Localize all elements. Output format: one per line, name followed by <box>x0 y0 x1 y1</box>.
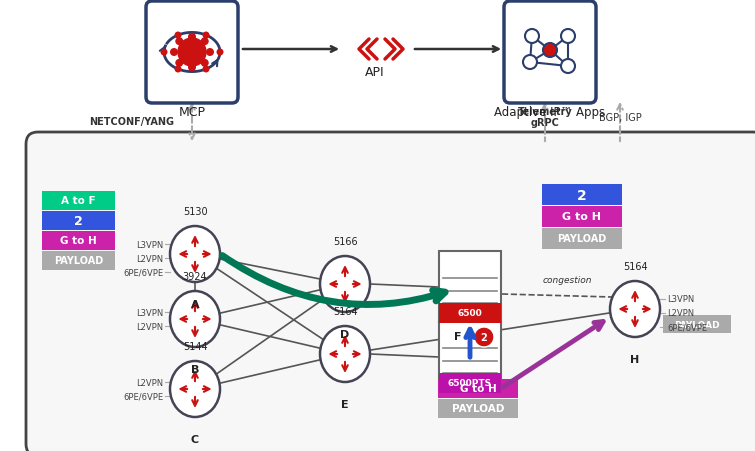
FancyBboxPatch shape <box>439 303 501 323</box>
Text: A: A <box>191 299 199 309</box>
Text: Telemetry
gRPC: Telemetry gRPC <box>518 106 572 128</box>
Text: A to F: A to F <box>61 196 96 206</box>
Text: 6500: 6500 <box>458 309 482 318</box>
Circle shape <box>525 30 539 44</box>
FancyBboxPatch shape <box>438 399 518 418</box>
Text: B: B <box>191 364 199 374</box>
Text: L2VPN: L2VPN <box>136 322 163 331</box>
Ellipse shape <box>610 281 660 337</box>
Text: PAYLOAD: PAYLOAD <box>674 320 720 329</box>
Circle shape <box>561 60 575 74</box>
Text: L2VPN: L2VPN <box>136 377 163 387</box>
FancyBboxPatch shape <box>663 315 731 333</box>
Text: F: F <box>455 331 462 341</box>
FancyBboxPatch shape <box>439 321 501 393</box>
Circle shape <box>474 327 494 347</box>
Text: API: API <box>365 66 385 79</box>
FancyBboxPatch shape <box>38 145 753 444</box>
FancyBboxPatch shape <box>42 252 115 271</box>
Circle shape <box>543 44 557 58</box>
Text: D: D <box>341 329 350 339</box>
Circle shape <box>175 60 183 68</box>
Circle shape <box>188 34 196 41</box>
FancyBboxPatch shape <box>42 231 115 250</box>
Text: E: E <box>341 399 349 409</box>
Circle shape <box>561 30 575 44</box>
Text: PAYLOAD: PAYLOAD <box>451 404 504 414</box>
Text: 5144: 5144 <box>183 341 208 351</box>
Text: 6500PTS: 6500PTS <box>448 378 492 387</box>
FancyBboxPatch shape <box>146 2 238 104</box>
Text: BGP, IGP: BGP, IGP <box>599 112 642 122</box>
Ellipse shape <box>170 361 220 417</box>
Text: 5130: 5130 <box>183 207 208 216</box>
Text: 6PE/6VPE: 6PE/6VPE <box>123 268 163 277</box>
FancyBboxPatch shape <box>542 229 622 249</box>
Circle shape <box>174 66 181 74</box>
Text: L2VPN: L2VPN <box>667 309 694 318</box>
FancyBboxPatch shape <box>439 252 501 323</box>
Text: Adaptive IP™ Apps: Adaptive IP™ Apps <box>495 106 606 119</box>
Text: 5164: 5164 <box>623 262 647 272</box>
Text: 6PE/6VPE: 6PE/6VPE <box>667 323 707 332</box>
Text: L3VPN: L3VPN <box>136 240 163 249</box>
Ellipse shape <box>170 291 220 347</box>
FancyBboxPatch shape <box>542 207 622 227</box>
Text: L3VPN: L3VPN <box>136 308 163 317</box>
Circle shape <box>201 60 208 68</box>
Circle shape <box>170 49 178 57</box>
Text: 2: 2 <box>577 188 587 202</box>
Circle shape <box>201 38 208 46</box>
Text: PAYLOAD: PAYLOAD <box>557 234 606 244</box>
Text: NETCONF/YANG: NETCONF/YANG <box>89 117 174 127</box>
Circle shape <box>188 64 196 72</box>
Text: 6PE/6VPE: 6PE/6VPE <box>123 391 163 400</box>
Text: congestion: congestion <box>542 276 592 285</box>
Text: MCP: MCP <box>178 106 205 119</box>
FancyBboxPatch shape <box>42 192 115 211</box>
FancyBboxPatch shape <box>439 373 501 393</box>
Circle shape <box>202 66 209 74</box>
Text: L3VPN: L3VPN <box>667 295 695 304</box>
Circle shape <box>523 56 537 70</box>
Ellipse shape <box>320 326 370 382</box>
Circle shape <box>161 50 168 56</box>
Text: L2VPN: L2VPN <box>136 254 163 263</box>
FancyBboxPatch shape <box>438 379 518 398</box>
Text: G to H: G to H <box>460 384 496 394</box>
FancyBboxPatch shape <box>26 133 755 451</box>
FancyBboxPatch shape <box>504 2 596 104</box>
Text: C: C <box>191 434 199 444</box>
Circle shape <box>202 32 209 39</box>
Ellipse shape <box>170 226 220 282</box>
Text: H: H <box>630 354 639 364</box>
Circle shape <box>217 50 223 56</box>
Circle shape <box>174 32 181 39</box>
Ellipse shape <box>320 257 370 312</box>
Text: 2: 2 <box>74 215 83 227</box>
Text: PAYLOAD: PAYLOAD <box>54 256 103 266</box>
Text: 3924: 3924 <box>183 272 208 281</box>
Circle shape <box>175 38 183 46</box>
Text: 5166: 5166 <box>333 236 357 246</box>
FancyBboxPatch shape <box>42 212 115 230</box>
Text: G to H: G to H <box>60 236 97 246</box>
Circle shape <box>206 49 214 57</box>
Circle shape <box>178 39 206 67</box>
Text: 5164: 5164 <box>333 306 357 316</box>
FancyBboxPatch shape <box>542 184 622 206</box>
Text: 2: 2 <box>481 332 488 342</box>
Text: G to H: G to H <box>562 212 602 222</box>
